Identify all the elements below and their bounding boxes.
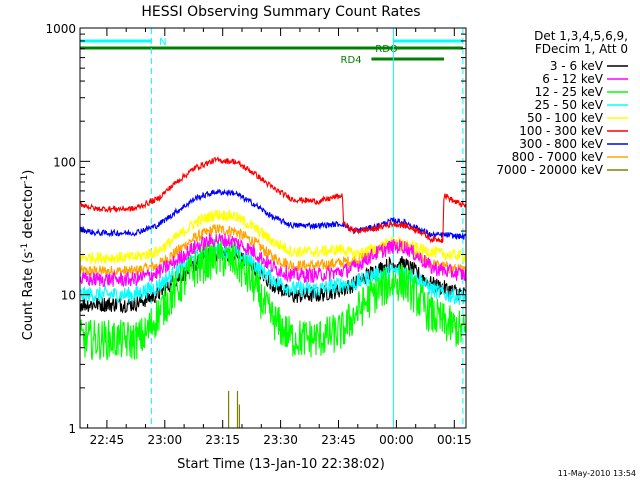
- y-axis-label: Count Rate (s-1 detector-1): [20, 170, 36, 341]
- y-label-sup2: -1: [20, 175, 30, 184]
- date-stamp: 11-May-2010 13:54: [558, 469, 636, 478]
- legend-label: 25 - 50 keV: [535, 98, 604, 112]
- series-line: [79, 188, 467, 240]
- x-tick-label: 00:00: [379, 433, 414, 447]
- legend-label: 50 - 100 keV: [527, 111, 604, 125]
- x-axis-label: Start Time (13-Jan-10 22:38:02): [177, 457, 385, 472]
- legend-label: 300 - 800 keV: [519, 137, 603, 151]
- legend-label: 3 - 6 keV: [550, 59, 604, 73]
- y-tick-label: 1: [68, 422, 76, 436]
- legend-header-2: FDecim 1, Att 0: [535, 42, 628, 56]
- mode-bar-label: RDO: [375, 44, 398, 55]
- series-line: [79, 209, 467, 265]
- legend-label: 12 - 25 keV: [535, 85, 604, 99]
- plot-frame: [79, 27, 467, 429]
- mode-bar-label: RD4: [341, 55, 362, 66]
- legend-header-1: Det 1,3,4,5,6,9,: [534, 29, 628, 43]
- observing-mode-bars: N RDO RD4: [80, 37, 463, 66]
- mode-bar-label: N: [159, 37, 166, 48]
- legend-label: 800 - 7000 keV: [512, 150, 604, 164]
- series-line: [79, 155, 467, 244]
- y-label-part2: detector: [21, 183, 36, 243]
- y-label-part3: ): [21, 170, 36, 175]
- y-tick-label: 10: [61, 289, 76, 303]
- axis-ticks: 22:45 23:00 23:15 23:30 23:45 00:00 00:15 1 10 10…: [45, 22, 471, 447]
- x-tick-label: 23:45: [321, 433, 356, 447]
- x-tick-label: 23:00: [148, 433, 183, 447]
- event-markers: [150, 28, 464, 428]
- legend-label: 100 - 300 keV: [519, 124, 603, 138]
- y-tick-label: 1000: [45, 22, 76, 36]
- y-label-part1: Count Rate (s: [21, 252, 36, 341]
- series-line: [79, 233, 467, 288]
- legend-label: 6 - 12 keV: [542, 72, 604, 86]
- chart-title: HESSI Observing Summary Count Rates: [141, 4, 420, 20]
- x-tick-label: 22:45: [90, 433, 125, 447]
- x-tick-label: 00:15: [437, 433, 472, 447]
- y-label-sup1: -1: [20, 243, 30, 252]
- legend-label: 7000 - 20000 keV: [496, 163, 603, 177]
- series-line: [79, 239, 467, 360]
- x-tick-label: 23:30: [263, 433, 298, 447]
- x-tick-label: 23:15: [205, 433, 240, 447]
- legend: Det 1,3,4,5,6,9, FDecim 1, Att 0 3 - 6 k…: [496, 29, 628, 177]
- series-lines: [79, 155, 467, 428]
- y-tick-label: 100: [53, 155, 76, 169]
